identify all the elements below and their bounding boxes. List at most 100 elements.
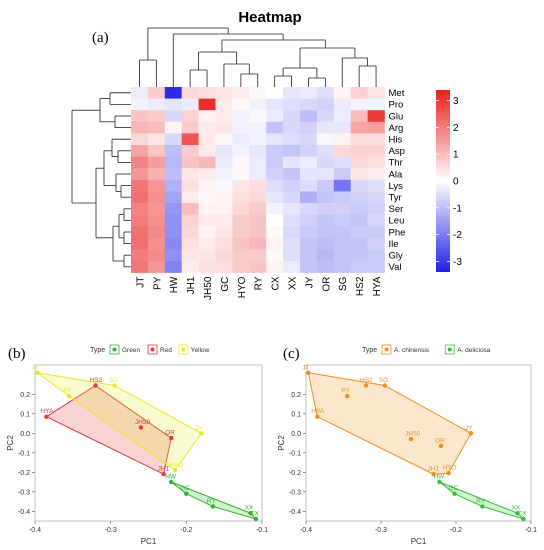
heatmap-row-label: Arg bbox=[389, 123, 404, 134]
pca-point bbox=[169, 479, 174, 485]
heatmap-cell bbox=[249, 156, 267, 169]
heatmap-title: Heatmap bbox=[238, 9, 301, 26]
heatmap-cell bbox=[147, 237, 166, 250]
heatmap-cell bbox=[215, 110, 233, 123]
heatmap-cell bbox=[147, 214, 166, 227]
heatmap-cell bbox=[300, 203, 318, 215]
heatmap-column-labels: JT PY HW JH1 JH50 GC HYO RY CX XX JY OR SG HS2 HYA bbox=[135, 276, 383, 300]
y-tick-label: 0.2 bbox=[20, 392, 30, 399]
heatmap-cell bbox=[147, 203, 166, 215]
heatmap-cell bbox=[249, 214, 267, 227]
x-axis-label: PC1 bbox=[411, 537, 427, 546]
panel-c-label: (c) bbox=[283, 346, 300, 362]
heatmap-cell bbox=[198, 214, 216, 227]
pca-point bbox=[515, 511, 520, 516]
pca-c-legend: Type A. chinensis A. deliciosa bbox=[362, 344, 491, 355]
heatmap-cell bbox=[350, 226, 368, 239]
heatmap-cell bbox=[283, 121, 301, 134]
legend-label: Green bbox=[122, 347, 140, 354]
heatmap-row-label: Thr bbox=[389, 158, 403, 169]
heatmap-cell bbox=[181, 226, 199, 239]
heatmap-cell bbox=[333, 110, 351, 123]
heatmap-cell bbox=[215, 133, 233, 146]
heatmap-cell bbox=[198, 145, 216, 157]
heatmap-cell bbox=[249, 237, 267, 250]
pca-point bbox=[93, 383, 98, 388]
heatmap-cell bbox=[333, 191, 351, 204]
y-tick-label: -0.1 bbox=[289, 450, 301, 457]
heatmap-cell bbox=[215, 179, 233, 192]
heatmap-cell bbox=[131, 226, 149, 239]
heatmap-cell bbox=[300, 145, 318, 157]
pca-point-label: PY bbox=[63, 388, 72, 395]
heatmap-cell bbox=[232, 168, 250, 181]
heatmap-cell bbox=[350, 214, 368, 227]
heatmap-cell bbox=[198, 133, 216, 146]
y-tick-label: -0.1 bbox=[18, 450, 30, 457]
heatmap-cell bbox=[249, 98, 267, 111]
heatmap-cell bbox=[232, 133, 250, 146]
pca-point-label: JH1 bbox=[158, 466, 170, 473]
heatmap-cell bbox=[300, 87, 318, 99]
heatmap-cell bbox=[164, 261, 182, 273]
heatmap-cell bbox=[215, 214, 233, 227]
heatmap-cell bbox=[316, 133, 335, 146]
heatmap-cell bbox=[215, 226, 233, 239]
heatmap-cell bbox=[266, 214, 284, 227]
heatmap-cell bbox=[215, 203, 233, 215]
heatmap-cell bbox=[367, 203, 385, 215]
color-legend-label: 0 bbox=[453, 177, 459, 188]
heatmap-cell bbox=[164, 121, 182, 134]
heatmap-cell bbox=[283, 226, 301, 239]
pca-point-label: JY bbox=[465, 425, 473, 432]
heatmap-cell bbox=[147, 145, 166, 157]
heatmap-cell bbox=[198, 156, 216, 169]
pca-point-label: HS2 bbox=[360, 377, 373, 384]
legend-marker bbox=[181, 347, 186, 352]
pca-point bbox=[172, 468, 178, 473]
heatmap-cell bbox=[316, 121, 335, 134]
x-tick-label: -0.1 bbox=[256, 527, 268, 534]
heatmap-cell bbox=[350, 121, 368, 134]
heatmap-cell bbox=[131, 191, 149, 204]
panel-b-label: (b) bbox=[8, 346, 26, 362]
heatmap-cell bbox=[249, 261, 267, 273]
heatmap-cell bbox=[232, 110, 250, 123]
heatmap-cell bbox=[300, 156, 318, 169]
heatmap-cell bbox=[350, 156, 368, 169]
heatmap-row-label: Ser bbox=[389, 204, 404, 215]
heatmap-cell bbox=[367, 168, 385, 181]
heatmap-cell bbox=[181, 121, 199, 134]
heatmap-cell bbox=[232, 179, 250, 192]
heatmap-column-label: PY bbox=[152, 276, 163, 290]
x-tick-label: -0.1 bbox=[525, 527, 537, 534]
heatmap-cell bbox=[266, 191, 284, 204]
pca-point bbox=[363, 383, 369, 388]
heatmap-cell bbox=[266, 145, 284, 157]
heatmap-cell bbox=[300, 179, 318, 192]
heatmap-cell bbox=[350, 168, 368, 181]
y-tick-label: -0.4 bbox=[18, 509, 30, 516]
pca-b-legend: Type Green Red Yellow bbox=[90, 344, 210, 355]
heatmap-cell bbox=[198, 203, 216, 215]
pca-point bbox=[408, 436, 414, 442]
pca-point-label: CX bbox=[518, 511, 528, 518]
legend-marker bbox=[384, 347, 389, 352]
heatmap-cell bbox=[198, 226, 216, 239]
heatmap-cell bbox=[350, 179, 368, 192]
heatmap-cell bbox=[283, 168, 301, 181]
heatmap-cell bbox=[147, 249, 166, 262]
heatmap-cell bbox=[198, 261, 216, 273]
heatmap-cell bbox=[266, 98, 284, 111]
pca-group-hull bbox=[439, 481, 524, 520]
heatmap-cell bbox=[181, 203, 199, 215]
heatmap-cell bbox=[181, 145, 199, 157]
heatmap-cell bbox=[249, 110, 267, 123]
pca-point bbox=[248, 511, 253, 516]
heatmap-cell bbox=[215, 168, 233, 181]
heatmap-cell bbox=[316, 145, 335, 157]
heatmap-cell bbox=[249, 145, 267, 157]
pca-point-label: GC bbox=[180, 485, 190, 492]
heatmap-cell bbox=[232, 203, 250, 215]
heatmap-cell bbox=[215, 249, 233, 262]
